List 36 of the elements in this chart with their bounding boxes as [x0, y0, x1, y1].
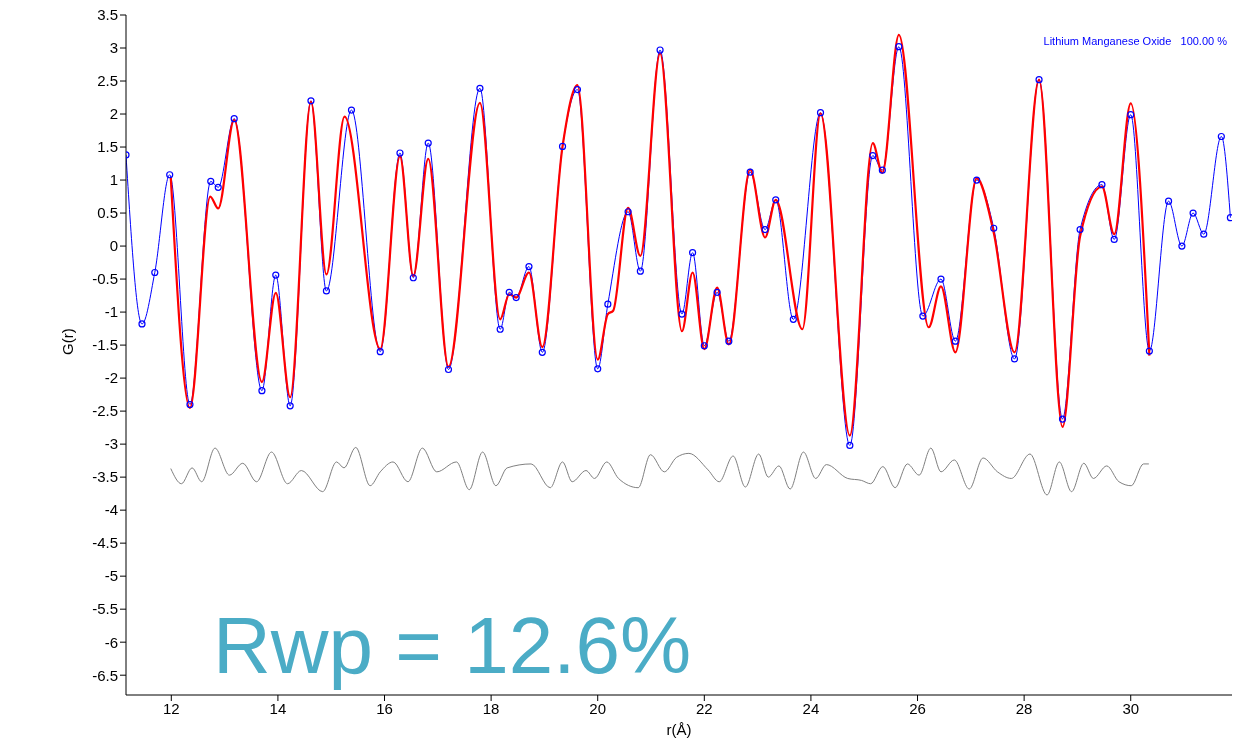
y-tick-label: -5.5: [92, 600, 118, 618]
y-tick-label: -1: [104, 303, 118, 321]
y-tick-label: -6.5: [92, 666, 118, 684]
y-tick-label: 0.5: [97, 204, 118, 222]
line-series: [170, 446, 1150, 496]
x-tick-label: 16: [376, 699, 393, 717]
x-tick-label: 12: [162, 699, 180, 717]
y-tick-label: 3: [109, 39, 118, 57]
y-tick-label: -6: [104, 633, 118, 651]
y-tick-label: -3: [104, 435, 118, 453]
y-tick-label: -5: [104, 567, 118, 585]
y-tick-label: -4: [104, 501, 118, 519]
x-tick-label: 28: [1015, 699, 1033, 717]
y-tick-label: -1.5: [92, 336, 118, 354]
y-tick-label: 2.5: [97, 72, 118, 90]
x-tick-label: 26: [909, 699, 926, 717]
x-tick-label: 30: [1122, 699, 1140, 717]
y-tick-label: 1.5: [97, 138, 118, 156]
x-tick-label: 14: [269, 699, 287, 717]
annotation: Rwp = 12.6%: [213, 600, 692, 692]
y-axis-title: G(r): [59, 328, 77, 355]
y-tick-label: -3.5: [92, 468, 118, 486]
y-tick-label: -2: [104, 369, 118, 387]
y-tick-label: -4.5: [92, 534, 118, 552]
y-tick-label: 1: [109, 171, 118, 189]
annotation: Lithium Manganese Oxide 100.00 %: [1043, 35, 1227, 47]
y-tick-label: -0.5: [92, 270, 118, 288]
y-tick-label: 3.5: [97, 6, 118, 24]
x-tick-label: 20: [589, 699, 607, 717]
x-tick-label: 22: [695, 699, 713, 717]
x-tick-label: 18: [482, 699, 500, 717]
y-tick-label: -2.5: [92, 402, 118, 420]
y-tick-label: 0: [109, 237, 118, 255]
y-tick-label: 2: [109, 105, 118, 123]
x-tick-label: 24: [802, 699, 820, 717]
x-axis-title: r(Å): [666, 721, 692, 738]
